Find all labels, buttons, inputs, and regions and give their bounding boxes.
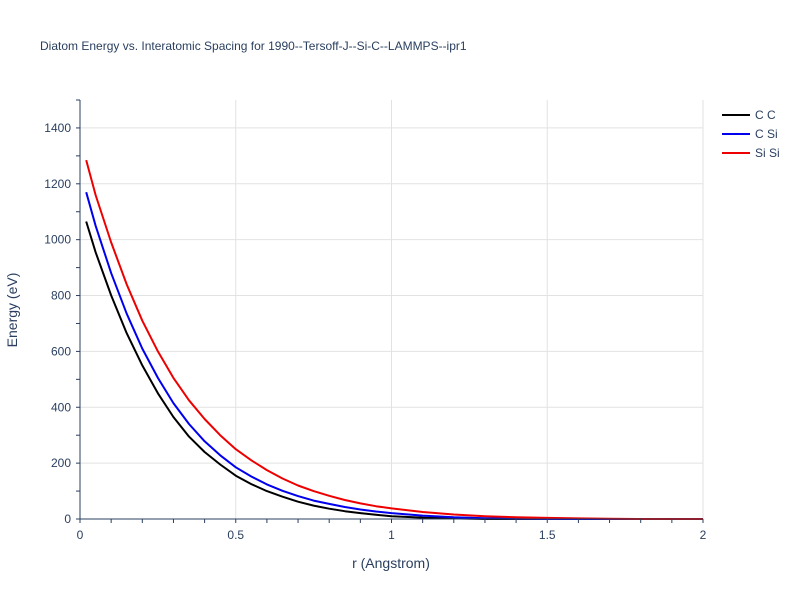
x-tick-label: 0.5 <box>227 528 244 542</box>
axes <box>76 99 704 523</box>
grid <box>80 100 704 519</box>
x-tick-label: 1.5 <box>539 528 556 542</box>
x-tick-label: 2 <box>700 528 707 542</box>
series-line-c-si <box>85 191 703 520</box>
x-axis-ticks: 0 0.5 1 1.5 2 <box>77 528 707 542</box>
y-tick-label: 400 <box>51 400 71 414</box>
y-tick-label: 600 <box>51 344 71 358</box>
legend-label: Si Si <box>755 146 780 160</box>
series-line-c-c <box>85 221 703 520</box>
series-lines <box>85 159 703 520</box>
y-tick-label: 200 <box>51 456 71 470</box>
y-tick-label: 800 <box>51 289 71 303</box>
y-tick-label: 1000 <box>44 233 71 247</box>
chart-title: Diatom Energy vs. Interatomic Spacing fo… <box>40 39 467 53</box>
x-tick-label: 0 <box>77 528 84 542</box>
y-tick-label: 1200 <box>44 177 71 191</box>
legend-item[interactable]: C Si <box>722 127 778 141</box>
y-axis-ticks: 0 200 400 600 800 1000 1200 1400 <box>44 121 71 526</box>
x-tick-label: 1 <box>388 528 395 542</box>
y-tick-label: 1400 <box>44 121 71 135</box>
legend-label: C Si <box>755 127 778 141</box>
legend-label: C C <box>755 108 776 122</box>
y-tick-label: 0 <box>64 512 71 526</box>
legend[interactable]: C C C Si Si Si <box>722 108 780 160</box>
legend-item[interactable]: Si Si <box>722 146 780 160</box>
x-axis-label: r (Angstrom) <box>352 555 430 571</box>
y-axis-label: Energy (eV) <box>4 273 20 348</box>
series-line-si-si <box>85 159 703 520</box>
legend-item[interactable]: C C <box>722 108 776 122</box>
